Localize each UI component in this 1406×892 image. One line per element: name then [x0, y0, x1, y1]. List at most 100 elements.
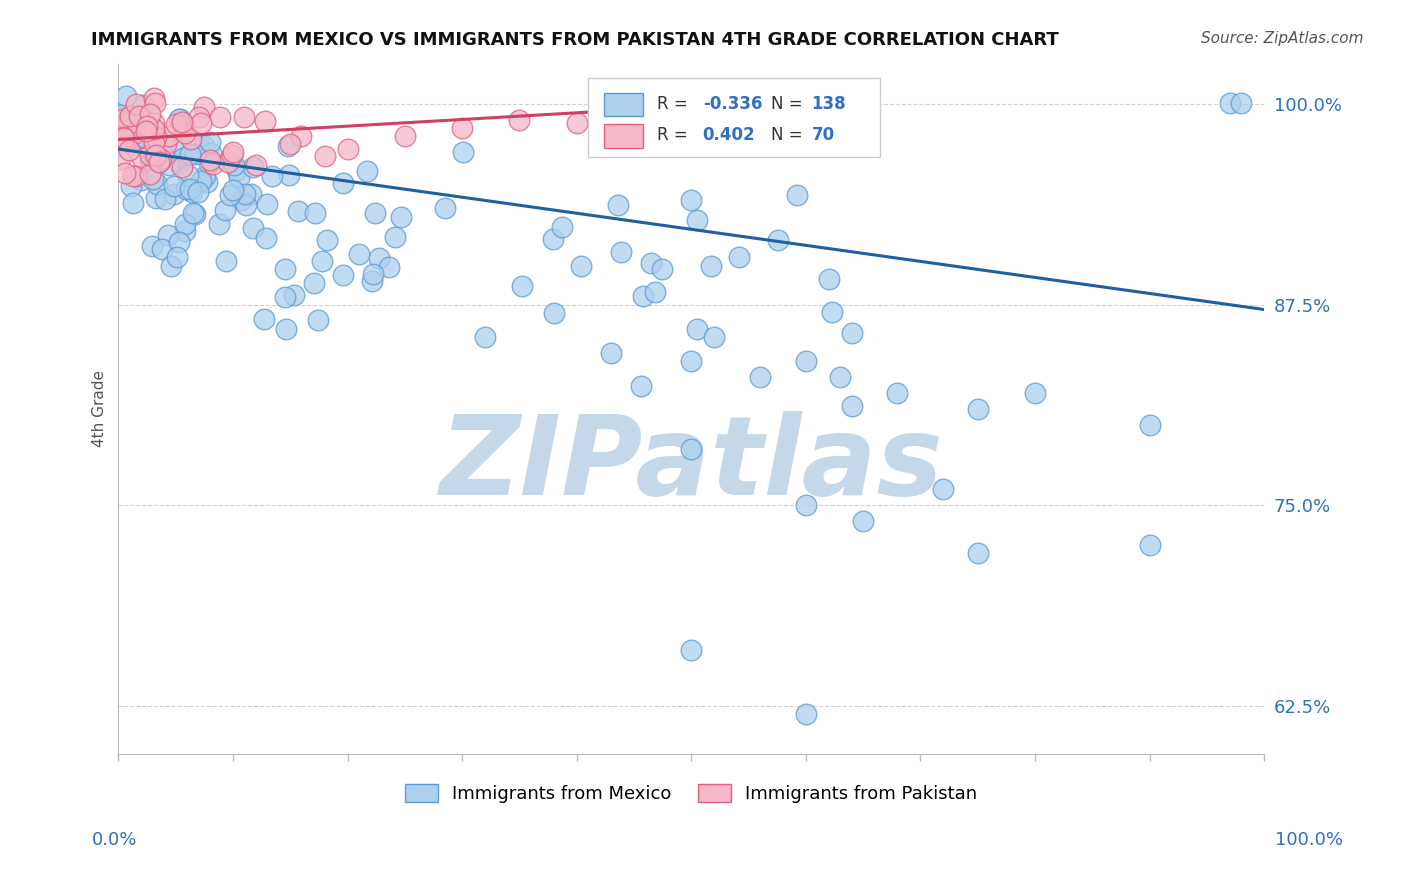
Point	[174, 223, 197, 237]
Point	[630, 378, 652, 392]
Point	[160, 260, 183, 274]
Point	[728, 250, 751, 264]
Point	[131, 151, 153, 165]
Point	[233, 186, 256, 201]
Point	[644, 285, 666, 299]
Point	[283, 287, 305, 301]
Point	[302, 277, 325, 291]
Point	[966, 546, 988, 560]
Point	[565, 116, 588, 130]
Point	[700, 260, 723, 274]
Point	[607, 197, 630, 211]
Point	[508, 113, 530, 128]
Point	[852, 94, 875, 108]
Point	[139, 153, 162, 167]
Point	[794, 498, 817, 512]
Point	[122, 195, 145, 210]
Point	[242, 221, 264, 235]
Point	[256, 196, 278, 211]
Point	[274, 290, 297, 304]
Point	[260, 169, 283, 183]
Point	[114, 166, 136, 180]
Point	[139, 106, 162, 120]
Point	[157, 128, 180, 143]
Point	[146, 155, 169, 169]
Point	[115, 89, 138, 103]
Text: N =: N =	[772, 126, 808, 145]
Point	[1139, 538, 1161, 552]
Point	[143, 96, 166, 111]
Point	[290, 129, 312, 144]
Point	[600, 346, 623, 360]
Point	[198, 155, 221, 169]
Point	[110, 113, 132, 128]
Legend: Immigrants from Mexico, Immigrants from Pakistan: Immigrants from Mexico, Immigrants from …	[398, 777, 984, 811]
Point	[129, 173, 152, 187]
Text: 0.0%: 0.0%	[91, 831, 136, 849]
Point	[1219, 95, 1241, 110]
Point	[139, 148, 162, 162]
Text: N =: N =	[772, 95, 808, 113]
Point	[110, 138, 132, 153]
Point	[145, 148, 167, 162]
Point	[1230, 95, 1253, 110]
Point	[172, 118, 194, 132]
Point	[143, 150, 166, 164]
Point	[276, 322, 298, 336]
Point	[118, 123, 141, 137]
Point	[187, 185, 209, 199]
Point	[332, 176, 354, 190]
FancyBboxPatch shape	[605, 93, 643, 117]
Point	[174, 182, 197, 196]
Point	[252, 312, 274, 326]
Point	[193, 99, 215, 113]
Point	[114, 132, 136, 146]
Point	[541, 232, 564, 246]
Point	[434, 201, 457, 215]
Point	[121, 119, 143, 133]
Point	[235, 198, 257, 212]
Point	[222, 145, 245, 160]
Point	[209, 110, 232, 124]
Point	[360, 274, 382, 288]
Point	[277, 168, 299, 182]
Point	[253, 114, 276, 128]
Point	[135, 124, 157, 138]
Text: 0.402: 0.402	[703, 126, 755, 145]
Point	[121, 169, 143, 184]
Point	[316, 233, 339, 247]
Point	[120, 109, 142, 123]
Point	[172, 151, 194, 165]
FancyBboxPatch shape	[588, 78, 880, 157]
Point	[169, 112, 191, 127]
Point	[145, 191, 167, 205]
Point	[681, 193, 703, 207]
Point	[242, 160, 264, 174]
Point	[222, 183, 245, 197]
Point	[110, 152, 132, 166]
Point	[179, 132, 201, 146]
Point	[368, 251, 391, 265]
Point	[640, 255, 662, 269]
Point	[188, 110, 211, 124]
Point	[110, 108, 132, 122]
Point	[228, 170, 250, 185]
Point	[184, 147, 207, 161]
Point	[886, 386, 908, 401]
Point	[132, 97, 155, 112]
Point	[124, 126, 146, 140]
Point	[332, 268, 354, 282]
Point	[681, 107, 703, 121]
Point	[149, 153, 172, 168]
Point	[156, 228, 179, 243]
Point	[177, 169, 200, 183]
Point	[304, 205, 326, 219]
Point	[118, 143, 141, 157]
Point	[142, 116, 165, 130]
Point	[170, 114, 193, 128]
Point	[170, 138, 193, 153]
Point	[163, 187, 186, 202]
Point	[932, 482, 955, 496]
Point	[141, 239, 163, 253]
Point	[633, 288, 655, 302]
